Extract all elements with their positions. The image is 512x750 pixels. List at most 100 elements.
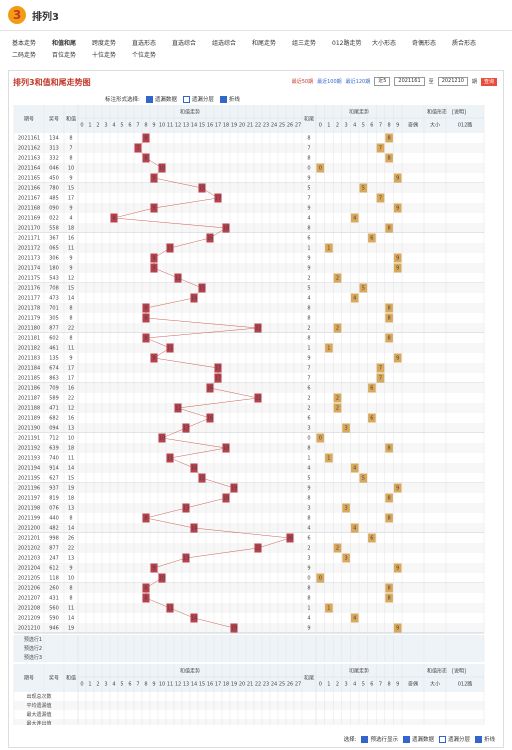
tail-hit-label: 1: [327, 346, 330, 352]
from-input[interactable]: 2021161: [394, 77, 425, 86]
trend-line: [153, 267, 179, 279]
checkbox-item[interactable]: 遗漏分层: [438, 735, 470, 743]
number: 485: [49, 196, 59, 202]
period-link[interactable]: 最近120期: [345, 79, 371, 85]
nav-link[interactable]: 012路走势: [332, 40, 362, 47]
nav-link[interactable]: 和值和尾: [52, 40, 77, 47]
tail-hit-label: 9: [396, 566, 399, 572]
trend-line: [169, 457, 195, 469]
query-button[interactable]: 查询: [480, 77, 497, 86]
nav-link[interactable]: 百位走势: [52, 52, 77, 59]
nav-link[interactable]: 和尾走势: [252, 40, 277, 47]
sum-col-label: 21: [247, 682, 253, 688]
sum: 13: [68, 426, 74, 432]
tail: 9: [307, 256, 310, 262]
sum-hit-label: 22: [255, 546, 261, 552]
tail: 7: [307, 366, 310, 372]
tail-hit-label: 9: [396, 206, 399, 212]
sum: 13: [68, 556, 74, 562]
to-input[interactable]: 2021210: [437, 77, 468, 86]
tail: 8: [307, 596, 310, 602]
row-bg: [14, 503, 484, 513]
nav-link[interactable]: 跨度走势: [92, 40, 117, 47]
footer-options: 选择: 预选行显示 遗漏数据 遗漏分层 折线: [344, 735, 495, 743]
row-bg: [14, 183, 484, 193]
sum-hit: [286, 533, 294, 543]
tail: 3: [307, 426, 310, 432]
tail-col-label: 0: [319, 123, 322, 129]
tail: 0: [307, 436, 310, 442]
nav-link[interactable]: 直选综合: [172, 40, 197, 47]
issue: 2021191: [18, 436, 40, 442]
number: 431: [49, 596, 59, 602]
nav-link[interactable]: 直选形态: [132, 40, 157, 47]
number: 090: [49, 206, 59, 212]
sum: 16: [68, 236, 74, 242]
tail-hit: [393, 623, 402, 633]
number: 440: [49, 516, 59, 522]
sum: 11: [68, 246, 74, 252]
tail-hit: [385, 153, 393, 163]
sum-hit-label: 19: [231, 626, 237, 632]
nav-link[interactable]: 组选综合: [212, 40, 237, 47]
nav-link[interactable]: 十位走势: [92, 52, 117, 59]
row-bg: [14, 483, 484, 493]
sum-col-label: 2: [96, 682, 99, 688]
tail: 8: [307, 136, 310, 142]
sum: 12: [68, 406, 74, 412]
tail: 7: [307, 376, 310, 382]
trend-line: [145, 597, 171, 609]
tail-col-label: 0: [319, 682, 322, 688]
tail-hit: [385, 303, 393, 313]
period-link[interactable]: 最近100期: [317, 79, 342, 85]
sum: 15: [68, 186, 74, 192]
checkbox-item[interactable]: 折线: [474, 735, 495, 743]
checkbox-label: 遗漏数据: [411, 737, 434, 743]
header-note: [说明]: [452, 109, 466, 116]
tail-hit: [385, 593, 393, 603]
tail-hit: [393, 483, 402, 493]
nav-link[interactable]: 质合形态: [452, 40, 477, 47]
nav-link[interactable]: 大小形态: [372, 40, 397, 47]
sum-col-label: 19: [231, 123, 237, 129]
checkbox-label: 折线: [228, 97, 240, 103]
sum-hit-label: 10: [159, 436, 165, 442]
nav-link[interactable]: 奇偶形态: [412, 40, 437, 47]
nav-link[interactable]: 二码走势: [12, 52, 37, 59]
sum-col-label: 8: [144, 682, 147, 688]
sum-hit: [158, 573, 166, 583]
number: 589: [49, 396, 59, 402]
checkbox-item[interactable]: 遗漏数据: [145, 95, 177, 103]
tail-hit: [393, 263, 402, 273]
nav-link[interactable]: 个位走势: [132, 52, 157, 59]
issue: 2021171: [18, 236, 40, 242]
tail: 8: [307, 336, 310, 342]
nav-link[interactable]: 基本走势: [12, 40, 37, 47]
select[interactable]: 近5: [374, 77, 391, 86]
tail-hit: [368, 233, 376, 243]
tail: 4: [307, 616, 310, 622]
number: 612: [49, 566, 59, 572]
nav-link[interactable]: 组三走势: [292, 40, 317, 47]
row-bg: [14, 363, 484, 373]
sum: 10: [68, 436, 74, 442]
row-bg: [14, 293, 484, 303]
sum-hit: [206, 383, 214, 393]
checkbox-item[interactable]: 遗漏分层: [182, 95, 214, 103]
checkbox-label: 预选行显示: [370, 737, 398, 743]
row-bg: [14, 513, 484, 523]
tail-hit: [385, 443, 393, 453]
checkbox-item[interactable]: 遗漏数据: [402, 735, 434, 743]
sum-hit: [166, 453, 174, 463]
tail: 9: [307, 176, 310, 182]
sum-hit: [150, 563, 158, 573]
unit: 期: [471, 79, 477, 85]
issue: 2021178: [18, 306, 40, 312]
sum-hit: [206, 233, 214, 243]
period-link[interactable]: 最近50期: [291, 79, 314, 85]
sum-col-label: 1: [88, 123, 91, 129]
sum-col-label: 27: [295, 682, 301, 688]
checkbox-item[interactable]: 预选行显示: [361, 735, 398, 743]
checkbox-item[interactable]: 折线: [219, 95, 240, 103]
issue: 2021202: [18, 546, 40, 552]
